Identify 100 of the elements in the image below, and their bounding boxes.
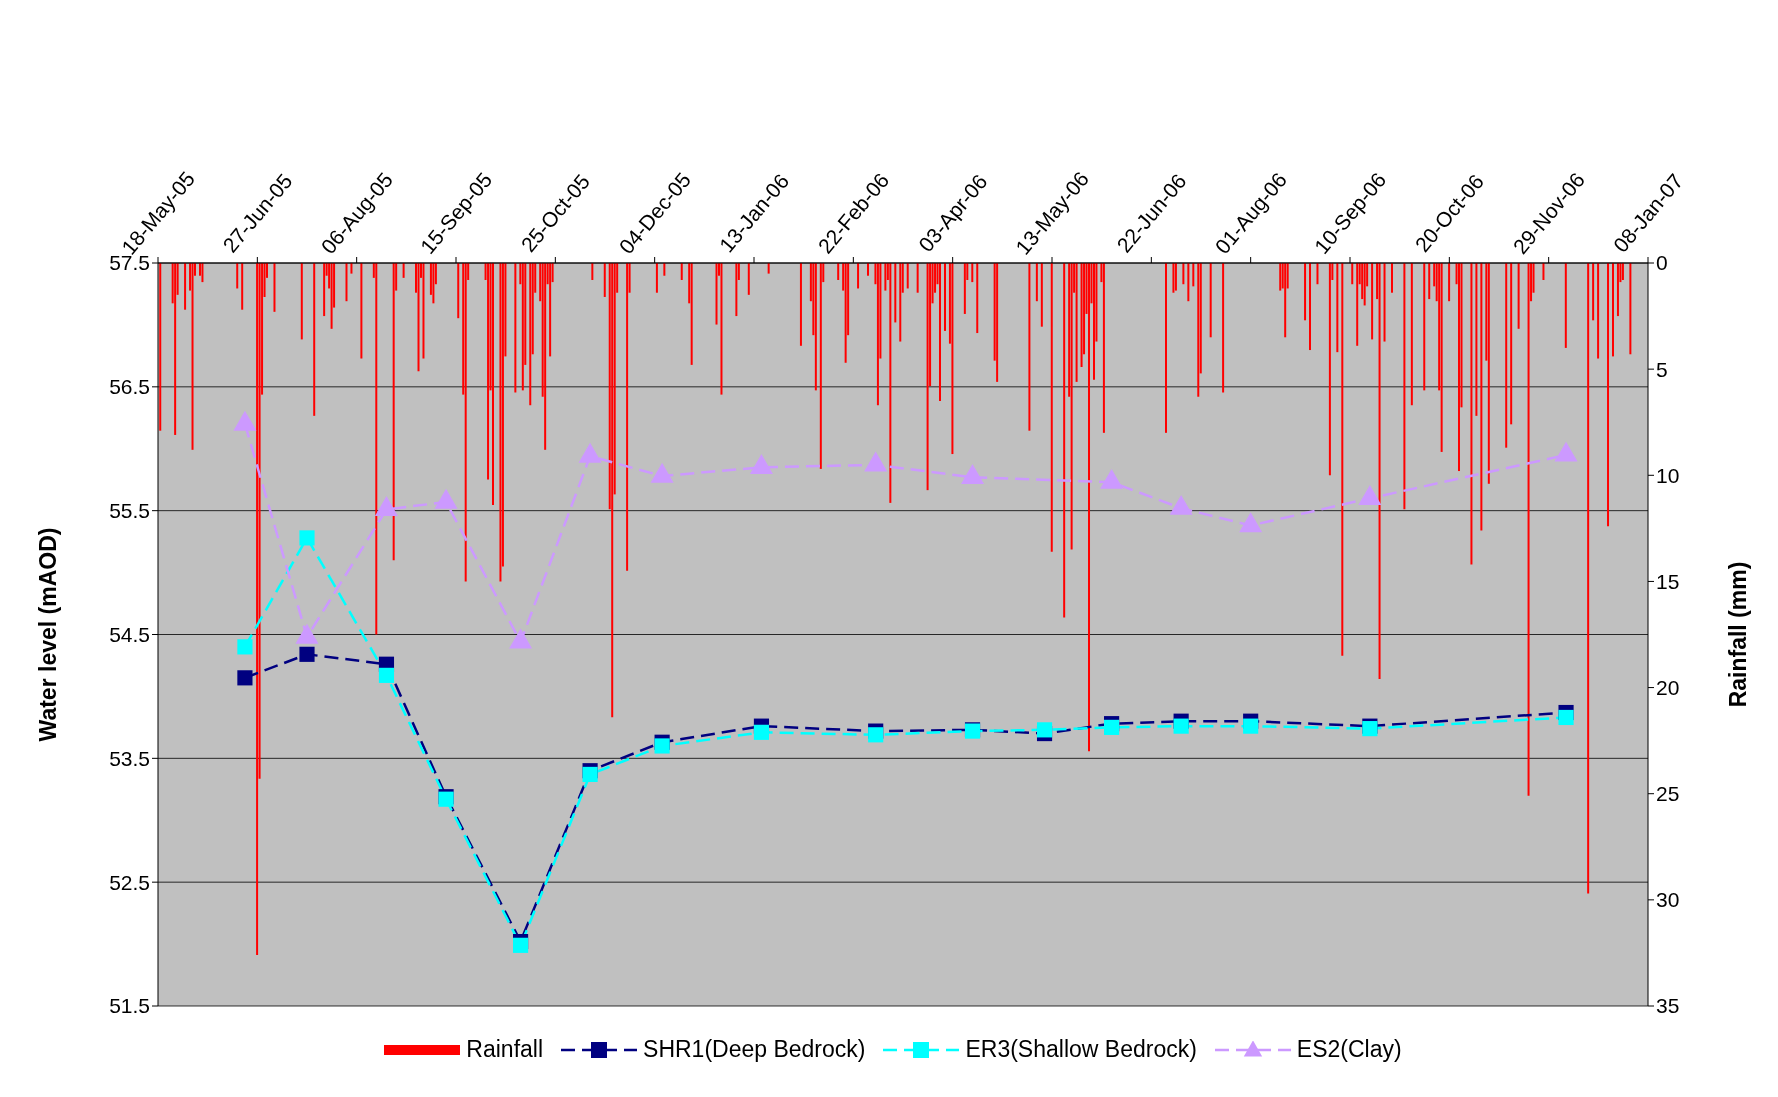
legend-label: SHR1(Deep Bedrock) <box>643 1036 866 1063</box>
bar <box>1458 263 1461 472</box>
bar <box>1088 263 1091 752</box>
bar <box>432 263 435 304</box>
bar <box>1542 263 1545 280</box>
y2-tick-label: 35 <box>1656 994 1680 1018</box>
bar <box>529 263 532 406</box>
bar <box>1607 263 1610 527</box>
bar <box>487 263 490 480</box>
bar <box>323 263 326 317</box>
bar <box>814 263 817 391</box>
bar <box>1616 263 1619 317</box>
bar <box>1197 263 1200 397</box>
bar <box>464 263 467 582</box>
bar <box>1597 263 1600 359</box>
legend-label: ER3(Shallow Bedrock) <box>965 1036 1197 1063</box>
bar <box>1448 263 1451 302</box>
bar <box>1336 263 1339 353</box>
bar <box>1564 263 1567 348</box>
bar <box>1063 263 1066 618</box>
y2-axis-title: Rainfall (mm) <box>1725 561 1752 708</box>
bar <box>1629 263 1632 355</box>
bar <box>1517 263 1520 329</box>
bar <box>996 263 999 382</box>
legend-label: Rainfall <box>466 1036 544 1063</box>
bar <box>837 263 840 280</box>
legend-label: ES2(Clay) <box>1296 1036 1402 1063</box>
bar <box>1587 263 1590 894</box>
bar <box>971 263 974 283</box>
bar <box>256 263 259 956</box>
bar <box>1470 263 1473 565</box>
bar <box>514 263 517 393</box>
bar <box>951 263 954 455</box>
bar <box>360 263 363 359</box>
y2-tick-label: 20 <box>1656 676 1680 700</box>
bar <box>1187 263 1190 302</box>
y-tick-label: 53.5 <box>109 746 150 770</box>
bar <box>1192 263 1195 287</box>
y-tick-label: 52.5 <box>109 870 150 894</box>
bar <box>313 263 316 416</box>
bar <box>1075 263 1078 382</box>
bar <box>767 263 770 274</box>
bar <box>884 263 887 291</box>
bar <box>1403 263 1406 510</box>
bar <box>350 263 353 274</box>
bar <box>943 263 946 331</box>
bar <box>1527 263 1530 796</box>
bar <box>1505 263 1508 448</box>
bar <box>1209 263 1212 338</box>
bar <box>1182 263 1185 285</box>
bar <box>1371 263 1374 340</box>
bar <box>1423 263 1426 391</box>
bar <box>184 263 187 310</box>
bar <box>663 263 666 276</box>
bar <box>1480 263 1483 531</box>
y-tick-label: 54.5 <box>109 622 150 646</box>
bar <box>1035 263 1038 302</box>
bar <box>201 263 204 283</box>
bar <box>1390 263 1393 293</box>
bar <box>799 263 802 346</box>
bar <box>1487 263 1490 484</box>
bar <box>1410 263 1413 406</box>
bar <box>916 263 919 293</box>
bar <box>899 263 902 342</box>
bar <box>963 263 966 314</box>
bar <box>857 263 860 289</box>
y2-tick-label: 25 <box>1656 782 1680 806</box>
y-tick-label: 55.5 <box>109 499 150 523</box>
bar <box>1040 263 1043 327</box>
y2-tick-label: 0 <box>1656 251 1668 275</box>
bar <box>236 263 239 289</box>
bar <box>159 263 162 431</box>
bar <box>300 263 303 340</box>
bar <box>273 263 276 312</box>
bar <box>1363 263 1366 306</box>
bar <box>1621 263 1624 280</box>
bar <box>1080 263 1083 368</box>
bar <box>1070 263 1073 550</box>
bar <box>1164 263 1167 433</box>
bar <box>457 263 460 319</box>
bar <box>747 263 750 295</box>
bar <box>1328 263 1331 476</box>
bar <box>499 263 502 582</box>
bar <box>690 263 693 365</box>
y2-tick-label: 30 <box>1656 888 1680 912</box>
y-axis-title: Water level (mAOD) <box>35 527 62 742</box>
bar <box>375 263 378 635</box>
bar <box>422 263 425 359</box>
bar <box>521 263 524 391</box>
bar <box>894 263 897 323</box>
bar <box>889 263 892 503</box>
bar <box>1309 263 1312 351</box>
bar <box>1440 263 1443 452</box>
bar <box>866 263 869 276</box>
bar <box>330 263 333 329</box>
bar <box>655 263 658 293</box>
bar <box>402 263 405 278</box>
bar <box>844 263 847 363</box>
bar <box>345 263 348 302</box>
bar <box>735 263 738 317</box>
